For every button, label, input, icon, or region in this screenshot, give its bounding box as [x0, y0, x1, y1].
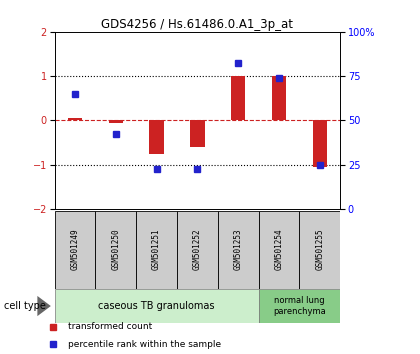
Bar	[190, 120, 205, 147]
Text: GSM501253: GSM501253	[234, 229, 243, 270]
Bar	[259, 289, 340, 323]
Bar	[177, 211, 218, 289]
Title: GDS4256 / Hs.61486.0.A1_3p_at: GDS4256 / Hs.61486.0.A1_3p_at	[101, 18, 294, 31]
Text: GSM501250: GSM501250	[111, 229, 120, 270]
Text: GSM501254: GSM501254	[275, 229, 284, 270]
Bar	[218, 211, 259, 289]
Bar	[150, 120, 164, 154]
Bar	[272, 76, 286, 120]
Text: percentile rank within the sample: percentile rank within the sample	[68, 339, 221, 349]
Bar	[231, 76, 245, 120]
Text: transformed count: transformed count	[68, 322, 152, 331]
Text: GSM501251: GSM501251	[152, 229, 161, 270]
Bar	[136, 211, 177, 289]
Bar	[259, 211, 299, 289]
Bar	[95, 211, 136, 289]
Bar	[55, 289, 259, 323]
Polygon shape	[37, 296, 51, 316]
Bar	[55, 211, 95, 289]
Text: cell type: cell type	[4, 301, 46, 311]
Bar	[299, 211, 340, 289]
Text: GSM501252: GSM501252	[193, 229, 202, 270]
Bar	[312, 120, 327, 167]
Bar	[109, 120, 123, 122]
Text: normal lung
parenchyma: normal lung parenchyma	[273, 296, 326, 316]
Text: GSM501255: GSM501255	[315, 229, 324, 270]
Text: caseous TB granulomas: caseous TB granulomas	[98, 301, 215, 311]
Text: GSM501249: GSM501249	[71, 229, 79, 270]
Bar	[68, 118, 82, 120]
